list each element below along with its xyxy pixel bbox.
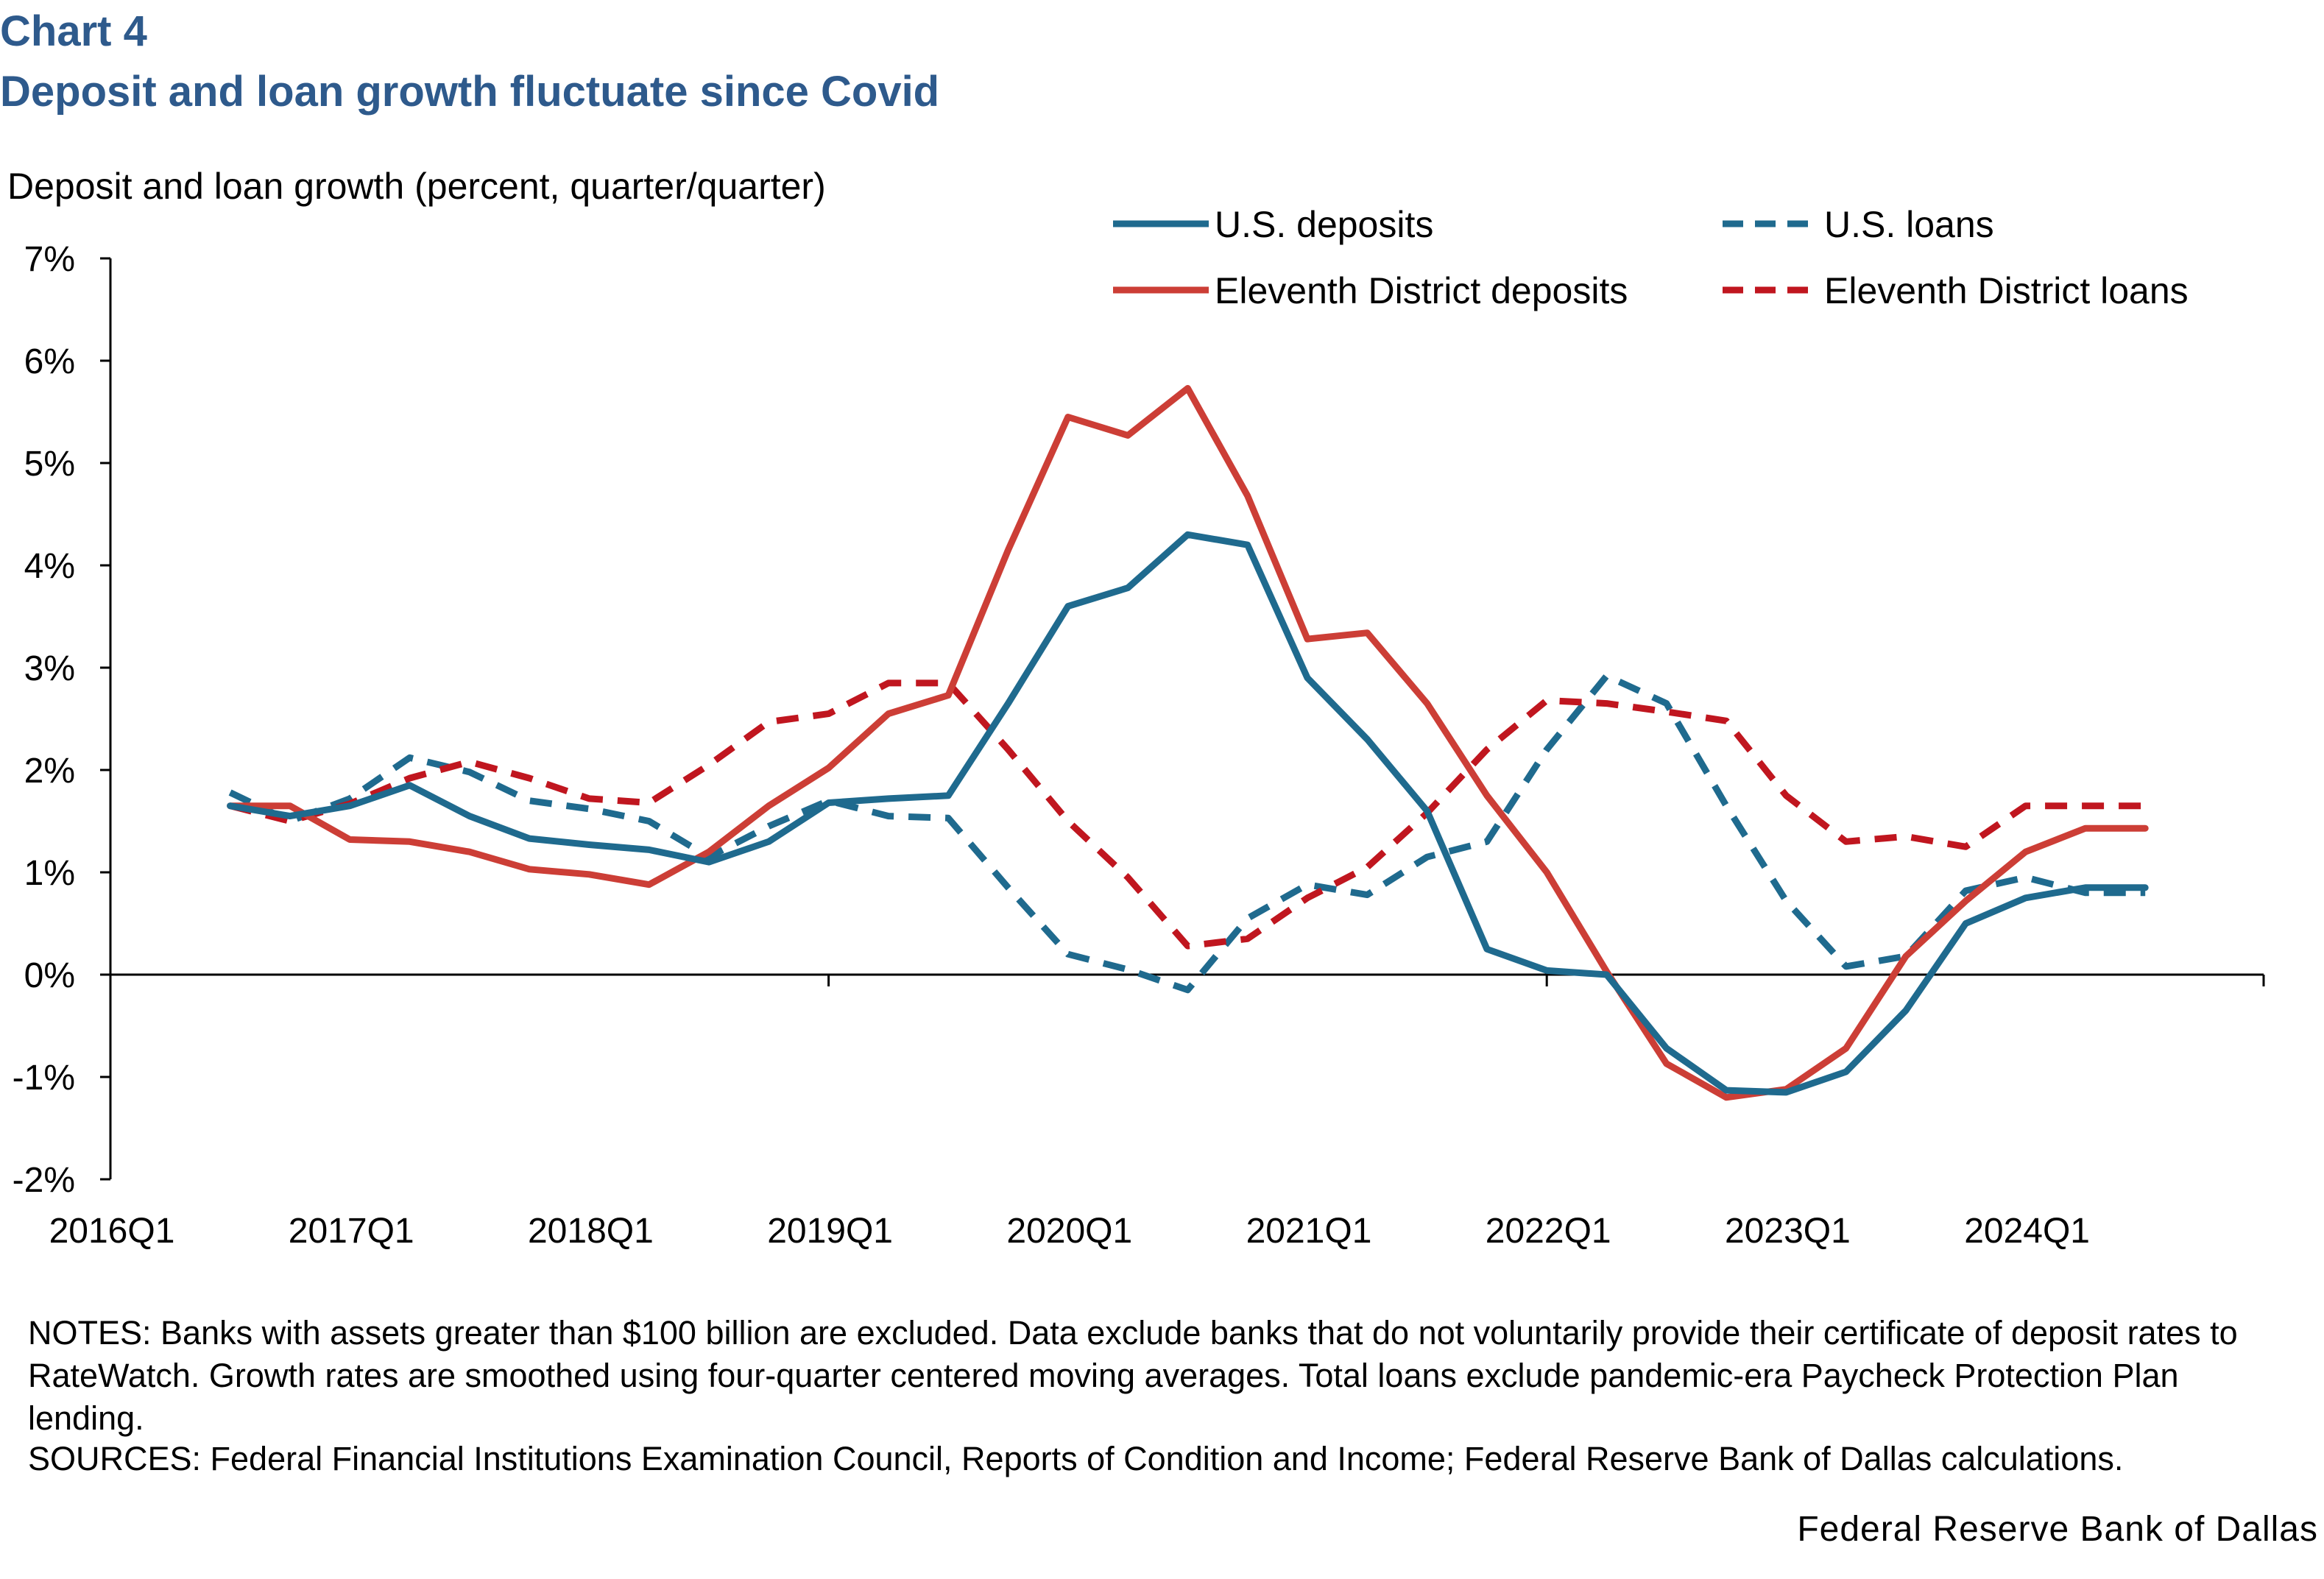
legend-label-eleventh-district-deposits: Eleventh District deposits bbox=[1215, 270, 1628, 311]
u-s-deposits-line bbox=[227, 531, 2149, 1096]
x-tick-label: 2018Q1 bbox=[528, 1212, 654, 1251]
y-tick-label: 0% bbox=[24, 956, 75, 995]
notes-text: NOTES: Banks with assets greater than $1… bbox=[28, 1314, 2238, 1437]
chart-number: Chart 4 bbox=[0, 7, 147, 55]
legend: U.S. deposits U.S. loans Eleventh District… bbox=[1113, 204, 2189, 311]
y-tick-label: -2% bbox=[13, 1161, 75, 1200]
x-tick-label: 2017Q1 bbox=[289, 1212, 414, 1251]
x-tick-label: 2022Q1 bbox=[1486, 1212, 1611, 1251]
x-tick-label: 2019Q1 bbox=[767, 1212, 893, 1251]
x-tick-label: 2020Q1 bbox=[1006, 1212, 1132, 1251]
chart-title: Deposit and loan growth fluctuate since … bbox=[0, 68, 940, 116]
legend-label-u-s-loans: U.S. loans bbox=[1824, 204, 1994, 245]
legend-label-u-s-deposits: U.S. deposits bbox=[1215, 204, 1433, 245]
x-tick-labels: 2016Q1 2017Q1 2018Q1 2019Q1 2020Q1 2021Q1 2022… bbox=[49, 1212, 2090, 1251]
x-tick-label: 2021Q1 bbox=[1246, 1212, 1372, 1251]
y-axis-title: Deposit and loan growth (percent, quarte… bbox=[7, 166, 826, 207]
y-tick-label: 1% bbox=[24, 854, 75, 893]
y-tick-label: 4% bbox=[24, 547, 75, 586]
y-tick-label: 7% bbox=[24, 240, 75, 279]
u-s-loans-line bbox=[228, 672, 2146, 994]
legend-label-eleventh-district-loans: Eleventh District loans bbox=[1824, 270, 2189, 311]
y-tick-label: 3% bbox=[24, 649, 75, 688]
line-chart: Deposit and loan growth (percent, quarte… bbox=[7, 166, 2265, 1251]
series-lines bbox=[227, 385, 2149, 1101]
eleventh-district-deposits-line bbox=[227, 385, 2149, 1101]
eleventh-district-loans-line bbox=[229, 679, 2146, 950]
y-tick-label: -1% bbox=[13, 1059, 75, 1098]
y-tick-label: 6% bbox=[24, 342, 75, 381]
y-tick-label: 5% bbox=[24, 445, 75, 484]
credit-text: Federal Reserve Bank of Dallas bbox=[1797, 1510, 2318, 1549]
x-tick-label: 2016Q1 bbox=[49, 1212, 175, 1251]
x-tick-label: 2023Q1 bbox=[1725, 1212, 1851, 1251]
y-tick-label: 2% bbox=[24, 752, 75, 791]
sources-text: SOURCES: Federal Financial Institutions … bbox=[28, 1440, 2124, 1477]
axes bbox=[100, 257, 2265, 1181]
x-tick-label: 2024Q1 bbox=[1964, 1212, 2090, 1251]
y-tick-labels: -2% -1% 0% 1% 2% 3% 4% 5% 6% 7% bbox=[13, 240, 75, 1200]
